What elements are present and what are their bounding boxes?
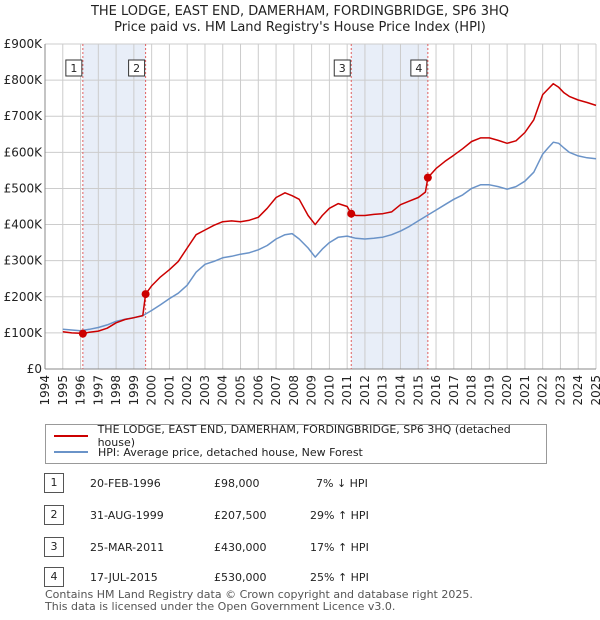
x-tick-label: 1999 <box>127 375 141 406</box>
x-tick-label: 2000 <box>145 375 159 406</box>
sale-point <box>141 290 150 299</box>
x-tick-label: 2006 <box>251 375 265 406</box>
x-tick-label: 2008 <box>287 375 301 406</box>
x-tick-label: 1995 <box>56 375 70 406</box>
x-tick-label: 2004 <box>216 375 230 406</box>
x-tick-label: 2010 <box>322 375 336 406</box>
x-tick-label: 2020 <box>500 375 514 406</box>
x-tick-label: 2025 <box>589 375 600 406</box>
transaction-label: 3 <box>339 62 346 75</box>
transaction-price: £530,000 <box>214 571 267 584</box>
x-tick-label: 2023 <box>553 375 567 406</box>
sale-point <box>423 173 432 182</box>
transaction-price: £430,000 <box>214 541 267 554</box>
shaded-period <box>351 44 428 369</box>
y-tick-label: £400K <box>4 218 44 232</box>
transaction-date: 17-JUL-2015 <box>90 571 158 584</box>
x-tick-label: 2024 <box>571 375 585 406</box>
y-tick-label: £500K <box>4 181 44 195</box>
x-tick-label: 2009 <box>305 375 319 406</box>
x-tick-label: 2007 <box>269 375 283 406</box>
x-tick-label: 1996 <box>74 375 88 406</box>
x-tick-label: 2014 <box>393 375 407 406</box>
series-line <box>62 141 597 332</box>
sale-point <box>347 209 356 218</box>
transaction-number: 2 <box>44 505 64 525</box>
x-tick-label: 2001 <box>162 375 176 406</box>
transaction-number: 3 <box>44 537 64 557</box>
transaction-date: 25-MAR-2011 <box>90 541 165 554</box>
x-tick-label: 2003 <box>198 375 212 406</box>
x-tick-label: 1998 <box>109 375 123 406</box>
footer-attribution: Contains HM Land Registry data © Crown c… <box>45 589 473 613</box>
y-tick-label: £800K <box>4 73 44 87</box>
x-tick-label: 2017 <box>447 375 461 406</box>
footer-line1: Contains HM Land Registry data © Crown c… <box>45 588 473 601</box>
chart-title-line1: THE LODGE, EAST END, DAMERHAM, FORDINGBR… <box>90 4 510 19</box>
transaction-label-box <box>128 59 146 77</box>
footer-line2: This data is licensed under the Open Gov… <box>45 600 396 613</box>
x-tick-label: 2022 <box>536 375 550 406</box>
transaction-label-box <box>333 59 351 77</box>
legend-item-hpi: HPI: Average price, detached house, New … <box>54 444 363 460</box>
x-tick-label: 2016 <box>429 375 443 406</box>
y-tick-label: £0 <box>27 362 42 376</box>
transaction-label: 1 <box>70 62 77 75</box>
x-tick-label: 2013 <box>376 375 390 406</box>
transaction-hpi-diff: 7% ↓ HPI <box>316 477 368 490</box>
price-chart: £0 £100K £200K £300K £400K £500K £600K £700K £80… <box>4 37 600 406</box>
y-tick-label: £900K <box>4 37 44 51</box>
y-tick-label: £300K <box>4 254 44 268</box>
y-tick-label: £600K <box>4 145 44 159</box>
legend-label-price: THE LODGE, EAST END, DAMERHAM, FORDINGBR… <box>97 423 511 449</box>
legend-item-price: THE LODGE, EAST END, DAMERHAM, FORDINGBR… <box>54 423 546 449</box>
x-tick-label: 2002 <box>180 375 194 406</box>
x-tick-label: 2012 <box>358 375 372 406</box>
shaded-period <box>82 44 146 369</box>
x-tick-label: 2011 <box>340 375 354 406</box>
y-tick-label: £100K <box>4 326 44 340</box>
transaction-label-box <box>65 59 83 77</box>
transaction-number: 4 <box>44 567 64 587</box>
transaction-hpi-diff: 29% ↑ HPI <box>310 509 369 522</box>
transaction-date: 20-FEB-1996 <box>90 477 161 490</box>
transaction-number: 1 <box>44 473 64 493</box>
transaction-hpi-diff: 25% ↑ HPI <box>310 571 369 584</box>
x-tick-label: 1997 <box>91 375 105 406</box>
legend-swatch-price <box>54 435 88 437</box>
x-tick-label: 2015 <box>411 375 425 406</box>
x-tick-label: 2018 <box>465 375 479 406</box>
y-tick-label: £200K <box>4 290 44 304</box>
legend: THE LODGE, EAST END, DAMERHAM, FORDINGBR… <box>45 423 547 464</box>
transaction-price: £207,500 <box>214 509 267 522</box>
transaction-label: 4 <box>415 62 422 75</box>
transaction-label-box <box>410 59 428 77</box>
sale-point <box>78 329 87 338</box>
x-tick-label: 2005 <box>234 375 248 406</box>
transaction-hpi-diff: 17% ↑ HPI <box>310 541 369 554</box>
x-tick-label: 1994 <box>38 375 52 406</box>
x-tick-label: 2019 <box>482 375 496 406</box>
transaction-price: £98,000 <box>214 477 260 490</box>
y-tick-label: £700K <box>4 109 44 123</box>
chart-title-line2: Price paid vs. HM Land Registry's House … <box>114 20 486 35</box>
x-tick-label: 2021 <box>518 375 532 406</box>
transaction-label: 2 <box>133 62 140 75</box>
legend-label-hpi: HPI: Average price, detached house, New … <box>98 445 363 459</box>
legend-swatch-hpi <box>54 451 88 453</box>
transaction-date: 31-AUG-1999 <box>90 509 164 522</box>
